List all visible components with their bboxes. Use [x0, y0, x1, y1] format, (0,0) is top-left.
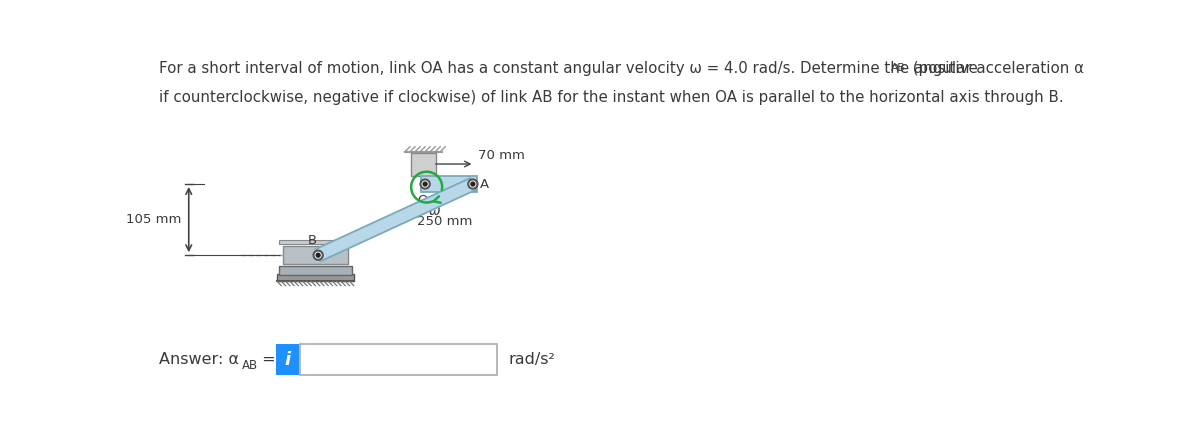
Text: AB: AB — [242, 359, 258, 372]
Circle shape — [424, 182, 427, 186]
Text: rad/s²: rad/s² — [508, 352, 554, 367]
Text: For a short interval of motion, link OA has a constant angular velocity ω = 4.0 : For a short interval of motion, link OA … — [160, 61, 1085, 76]
FancyBboxPatch shape — [276, 344, 299, 375]
Text: 70 mm: 70 mm — [479, 149, 526, 162]
Circle shape — [313, 251, 323, 260]
Text: Answer: α: Answer: α — [160, 352, 239, 367]
Text: i: i — [284, 350, 290, 369]
Text: A: A — [480, 178, 488, 190]
Bar — [277, 273, 354, 281]
Text: ω: ω — [430, 204, 440, 218]
Text: =: = — [257, 352, 276, 367]
Bar — [283, 246, 348, 264]
Text: if counterclockwise, negative if clockwise) of link AB for the instant when OA i: if counterclockwise, negative if clockwi… — [160, 90, 1064, 105]
Bar — [278, 266, 353, 275]
Text: 105 mm: 105 mm — [126, 213, 181, 226]
Text: (positive: (positive — [908, 61, 978, 76]
FancyBboxPatch shape — [300, 344, 497, 375]
Bar — [280, 240, 352, 244]
Circle shape — [470, 182, 475, 186]
Text: AB: AB — [890, 63, 905, 73]
Circle shape — [420, 179, 430, 189]
Bar — [412, 153, 436, 176]
Circle shape — [468, 179, 478, 189]
Text: O: O — [416, 194, 427, 207]
Polygon shape — [421, 176, 476, 192]
Text: 250 mm: 250 mm — [418, 215, 473, 227]
Polygon shape — [316, 178, 475, 261]
Circle shape — [316, 253, 320, 257]
Text: B: B — [307, 234, 317, 248]
